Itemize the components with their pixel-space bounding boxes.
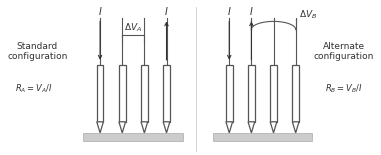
Polygon shape bbox=[292, 122, 299, 133]
Bar bbox=[270, 65, 277, 122]
Bar bbox=[213, 133, 312, 141]
Polygon shape bbox=[119, 122, 126, 133]
Polygon shape bbox=[270, 122, 277, 133]
Bar bbox=[83, 133, 183, 141]
Text: $R_A = V_A/I$: $R_A = V_A/I$ bbox=[15, 82, 52, 95]
Bar bbox=[97, 65, 103, 122]
Text: Alternate
configuration: Alternate configuration bbox=[314, 42, 374, 61]
Bar bbox=[119, 65, 126, 122]
Text: $I$: $I$ bbox=[98, 5, 102, 17]
Bar bbox=[163, 65, 170, 122]
Polygon shape bbox=[163, 122, 170, 133]
Polygon shape bbox=[97, 122, 103, 133]
Bar bbox=[141, 65, 148, 122]
Bar bbox=[226, 65, 232, 122]
Polygon shape bbox=[141, 122, 148, 133]
Text: Standard
configuration: Standard configuration bbox=[7, 42, 67, 61]
Text: $\Delta V_B$: $\Delta V_B$ bbox=[299, 8, 317, 21]
Bar bbox=[292, 65, 299, 122]
Text: $I$: $I$ bbox=[249, 5, 254, 17]
Polygon shape bbox=[248, 122, 255, 133]
Text: $I$: $I$ bbox=[227, 5, 232, 17]
Polygon shape bbox=[226, 122, 232, 133]
Text: $R_B = V_B/I$: $R_B = V_B/I$ bbox=[325, 82, 362, 95]
Text: $I$: $I$ bbox=[164, 5, 169, 17]
Text: $\Delta V_A$: $\Delta V_A$ bbox=[124, 21, 142, 34]
Bar bbox=[248, 65, 255, 122]
